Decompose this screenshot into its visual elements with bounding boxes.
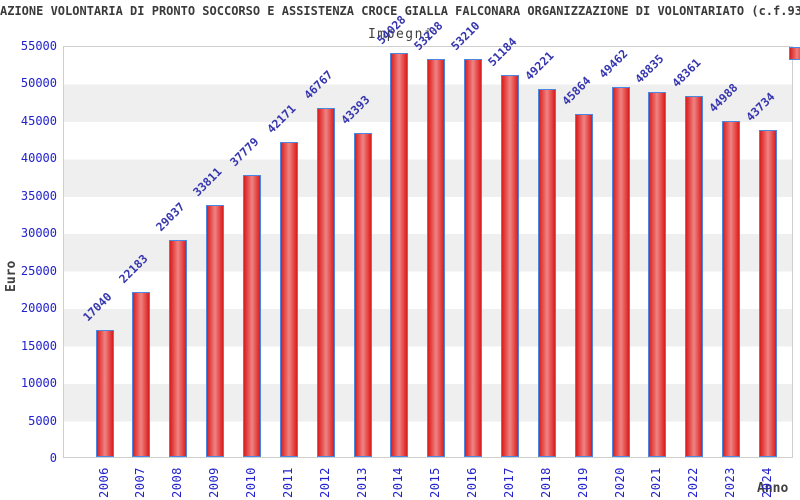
bar-2016 <box>464 59 483 457</box>
chart-title: AZIONE VOLONTARIA DI PRONTO SOCCORSO E A… <box>0 4 800 18</box>
bar-2008 <box>169 240 188 457</box>
x-tick-label: 2011 <box>280 467 295 498</box>
x-tick-label: 2006 <box>96 467 111 498</box>
y-tick-label: 35000 <box>20 188 57 203</box>
y-tick-label: 50000 <box>20 76 57 91</box>
y-tick-label: 25000 <box>20 263 57 278</box>
bar-2020 <box>611 87 630 457</box>
y-tick-label: 30000 <box>20 226 57 241</box>
legend-swatch-icon <box>789 47 800 60</box>
bar-2013 <box>353 132 372 457</box>
x-tick-label: 2017 <box>501 467 516 498</box>
x-tick-label: 2023 <box>723 467 738 498</box>
x-tick-label: 2014 <box>391 467 406 498</box>
x-tick-label: 2008 <box>170 467 185 498</box>
x-axis-title: Anno <box>757 481 789 496</box>
x-tick-label: 2019 <box>575 467 590 498</box>
bar-2011 <box>279 142 298 457</box>
x-tick-label: 2012 <box>317 467 332 498</box>
bar-2010 <box>243 175 261 457</box>
legend-label: Impegni <box>368 27 434 42</box>
y-tick-label: 5000 <box>28 413 57 428</box>
x-tick-label: 2022 <box>686 467 701 498</box>
bar-2012 <box>316 107 335 457</box>
x-tick-label: 2016 <box>465 467 480 498</box>
x-tick-label: 2018 <box>538 467 553 498</box>
x-tick-label: 2007 <box>133 467 148 498</box>
x-tick-label: 2015 <box>428 467 443 498</box>
bar-2022 <box>685 95 704 457</box>
bar-2006 <box>95 330 114 457</box>
x-tick-label: 2020 <box>612 467 627 498</box>
x-tick-label: 2010 <box>244 467 258 498</box>
bar-2018 <box>537 89 556 457</box>
bar-2007 <box>132 291 151 457</box>
x-tick-label: 2013 <box>354 467 369 498</box>
bar-2014 <box>390 53 409 457</box>
y-tick-label: 20000 <box>20 301 57 316</box>
y-tick-label: 0 <box>49 451 57 465</box>
y-tick-label: 10000 <box>20 376 57 391</box>
bar-2021 <box>648 92 667 457</box>
bar-2015 <box>427 59 446 457</box>
bar-2019 <box>574 114 593 457</box>
y-tick-label: 55000 <box>20 39 57 53</box>
y-tick-label: 15000 <box>20 338 57 353</box>
x-tick-label: 2021 <box>649 467 664 498</box>
bar-2017 <box>500 74 519 457</box>
bar-2009 <box>206 204 225 457</box>
bar-2024 <box>758 130 777 457</box>
y-tick-label: 40000 <box>20 151 57 166</box>
bar-2023 <box>722 120 741 457</box>
x-tick-label: 2009 <box>207 467 222 498</box>
y-tick-label: 45000 <box>20 113 57 128</box>
x-tick-label: 2024 <box>759 467 774 498</box>
